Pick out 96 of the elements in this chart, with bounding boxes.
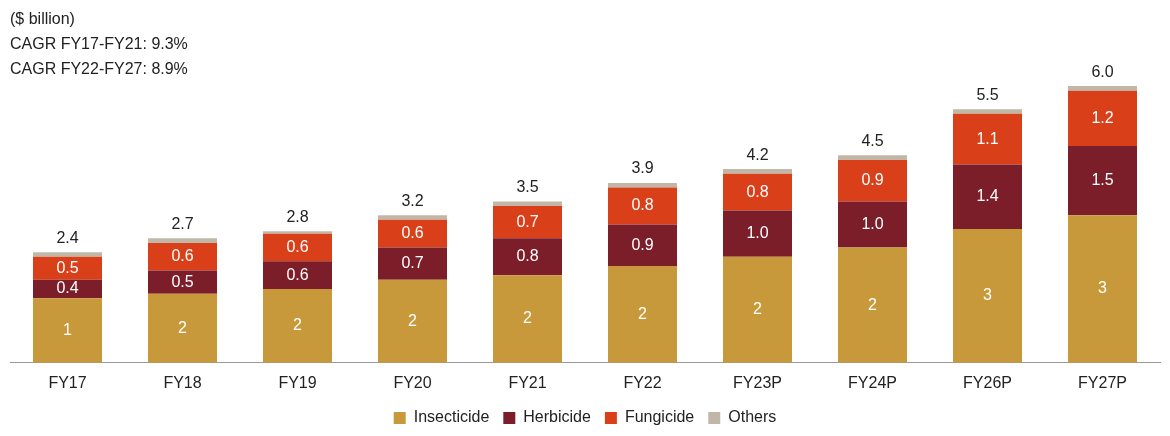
data-label: 0.6 xyxy=(171,247,194,265)
total-label: 2.8 xyxy=(286,207,309,225)
legend-label: Herbicide xyxy=(523,408,591,426)
data-label: 0.6 xyxy=(401,224,424,242)
bar xyxy=(608,187,677,225)
x-tick-label: FY23P xyxy=(733,373,782,391)
data-label: 2 xyxy=(408,311,418,329)
bar xyxy=(263,233,332,262)
bar xyxy=(378,279,447,363)
data-label: 1.4 xyxy=(976,187,999,205)
bar xyxy=(953,109,1022,114)
total-label: 6.0 xyxy=(1091,62,1114,80)
data-label: 2 xyxy=(868,295,878,313)
bar xyxy=(723,169,792,174)
bar xyxy=(838,247,907,363)
bar xyxy=(838,159,907,202)
bar xyxy=(1068,86,1137,91)
data-label: 0.5 xyxy=(56,258,79,276)
x-tick-label: FY21 xyxy=(508,373,547,391)
data-label: 0.4 xyxy=(56,279,79,297)
data-label: 1.0 xyxy=(861,214,884,232)
bar xyxy=(33,298,102,363)
data-label: 2 xyxy=(178,318,188,336)
data-label: 0.9 xyxy=(631,235,654,253)
data-label: 0.6 xyxy=(286,265,309,283)
total-label: 4.5 xyxy=(861,131,884,149)
data-label: 0.6 xyxy=(286,237,309,255)
total-label: 2.4 xyxy=(56,228,79,246)
bar xyxy=(608,224,677,266)
total-label: 2.7 xyxy=(171,214,194,232)
bar xyxy=(723,256,792,363)
bar xyxy=(608,182,677,188)
bar xyxy=(263,261,332,290)
bar xyxy=(493,275,562,363)
bar xyxy=(493,206,562,239)
data-label: 1 xyxy=(63,320,73,338)
text: CAGR FY22-FY27: 8.9% xyxy=(10,59,188,79)
data-label: 3 xyxy=(1098,279,1108,297)
x-tick-label: FY24P xyxy=(848,373,897,391)
bar xyxy=(723,173,792,211)
bar xyxy=(148,293,217,363)
bar xyxy=(33,256,102,280)
total-label: 3.9 xyxy=(631,159,654,177)
legend-label: Others xyxy=(728,408,777,426)
bar xyxy=(263,289,332,363)
bar xyxy=(838,201,907,248)
bar xyxy=(838,155,907,160)
x-tick-label: FY19 xyxy=(278,373,317,391)
bar xyxy=(1068,90,1137,147)
data-label: 2 xyxy=(523,309,533,327)
data-label: 0.8 xyxy=(516,247,539,265)
bar xyxy=(148,270,217,294)
text: ($ billion) xyxy=(10,9,76,29)
bar xyxy=(378,215,447,220)
bar xyxy=(1068,146,1137,216)
data-label: 1.5 xyxy=(1091,171,1114,189)
text: CAGR FY17-FY21: 9.3% xyxy=(10,34,188,54)
bar xyxy=(378,247,447,280)
bar xyxy=(1068,215,1137,363)
bar xyxy=(33,252,102,257)
data-label: 0.7 xyxy=(516,212,539,230)
bar xyxy=(493,238,562,276)
data-label: 0.8 xyxy=(746,182,769,200)
bar xyxy=(378,219,447,248)
bar xyxy=(148,238,217,243)
x-tick-label: FY27P xyxy=(1078,373,1127,391)
data-label: 1.1 xyxy=(976,129,999,147)
data-label: 1.0 xyxy=(746,224,769,242)
data-label: 0.8 xyxy=(631,196,654,214)
data-label: 2 xyxy=(638,304,648,322)
x-tick-label: FY18 xyxy=(163,373,202,391)
data-label: 0.9 xyxy=(861,171,884,189)
bar xyxy=(953,229,1022,363)
bar xyxy=(953,113,1022,165)
data-label: 2 xyxy=(293,316,303,334)
x-tick-label: FY20 xyxy=(393,373,432,391)
x-tick-label: FY26P xyxy=(963,373,1012,391)
bar xyxy=(723,210,792,257)
data-label: 2 xyxy=(753,300,763,318)
data-label: 0.7 xyxy=(401,254,424,272)
data-label: 0.5 xyxy=(171,272,194,290)
data-label: 3 xyxy=(983,286,993,304)
total-label: 3.5 xyxy=(516,177,539,195)
bar xyxy=(953,164,1022,230)
x-tick-label: FY22 xyxy=(623,373,662,391)
total-label: 4.2 xyxy=(746,145,769,163)
bar xyxy=(148,242,217,271)
bar xyxy=(263,231,332,234)
x-tick-label: FY17 xyxy=(48,373,87,391)
bar xyxy=(608,265,677,363)
bar xyxy=(493,201,562,207)
total-label: 3.2 xyxy=(401,191,424,209)
legend-label: Fungicide xyxy=(624,408,695,426)
total-label: 5.5 xyxy=(976,85,999,103)
legend-label: Insecticide xyxy=(413,408,490,426)
data-label: 1.2 xyxy=(1091,108,1114,126)
